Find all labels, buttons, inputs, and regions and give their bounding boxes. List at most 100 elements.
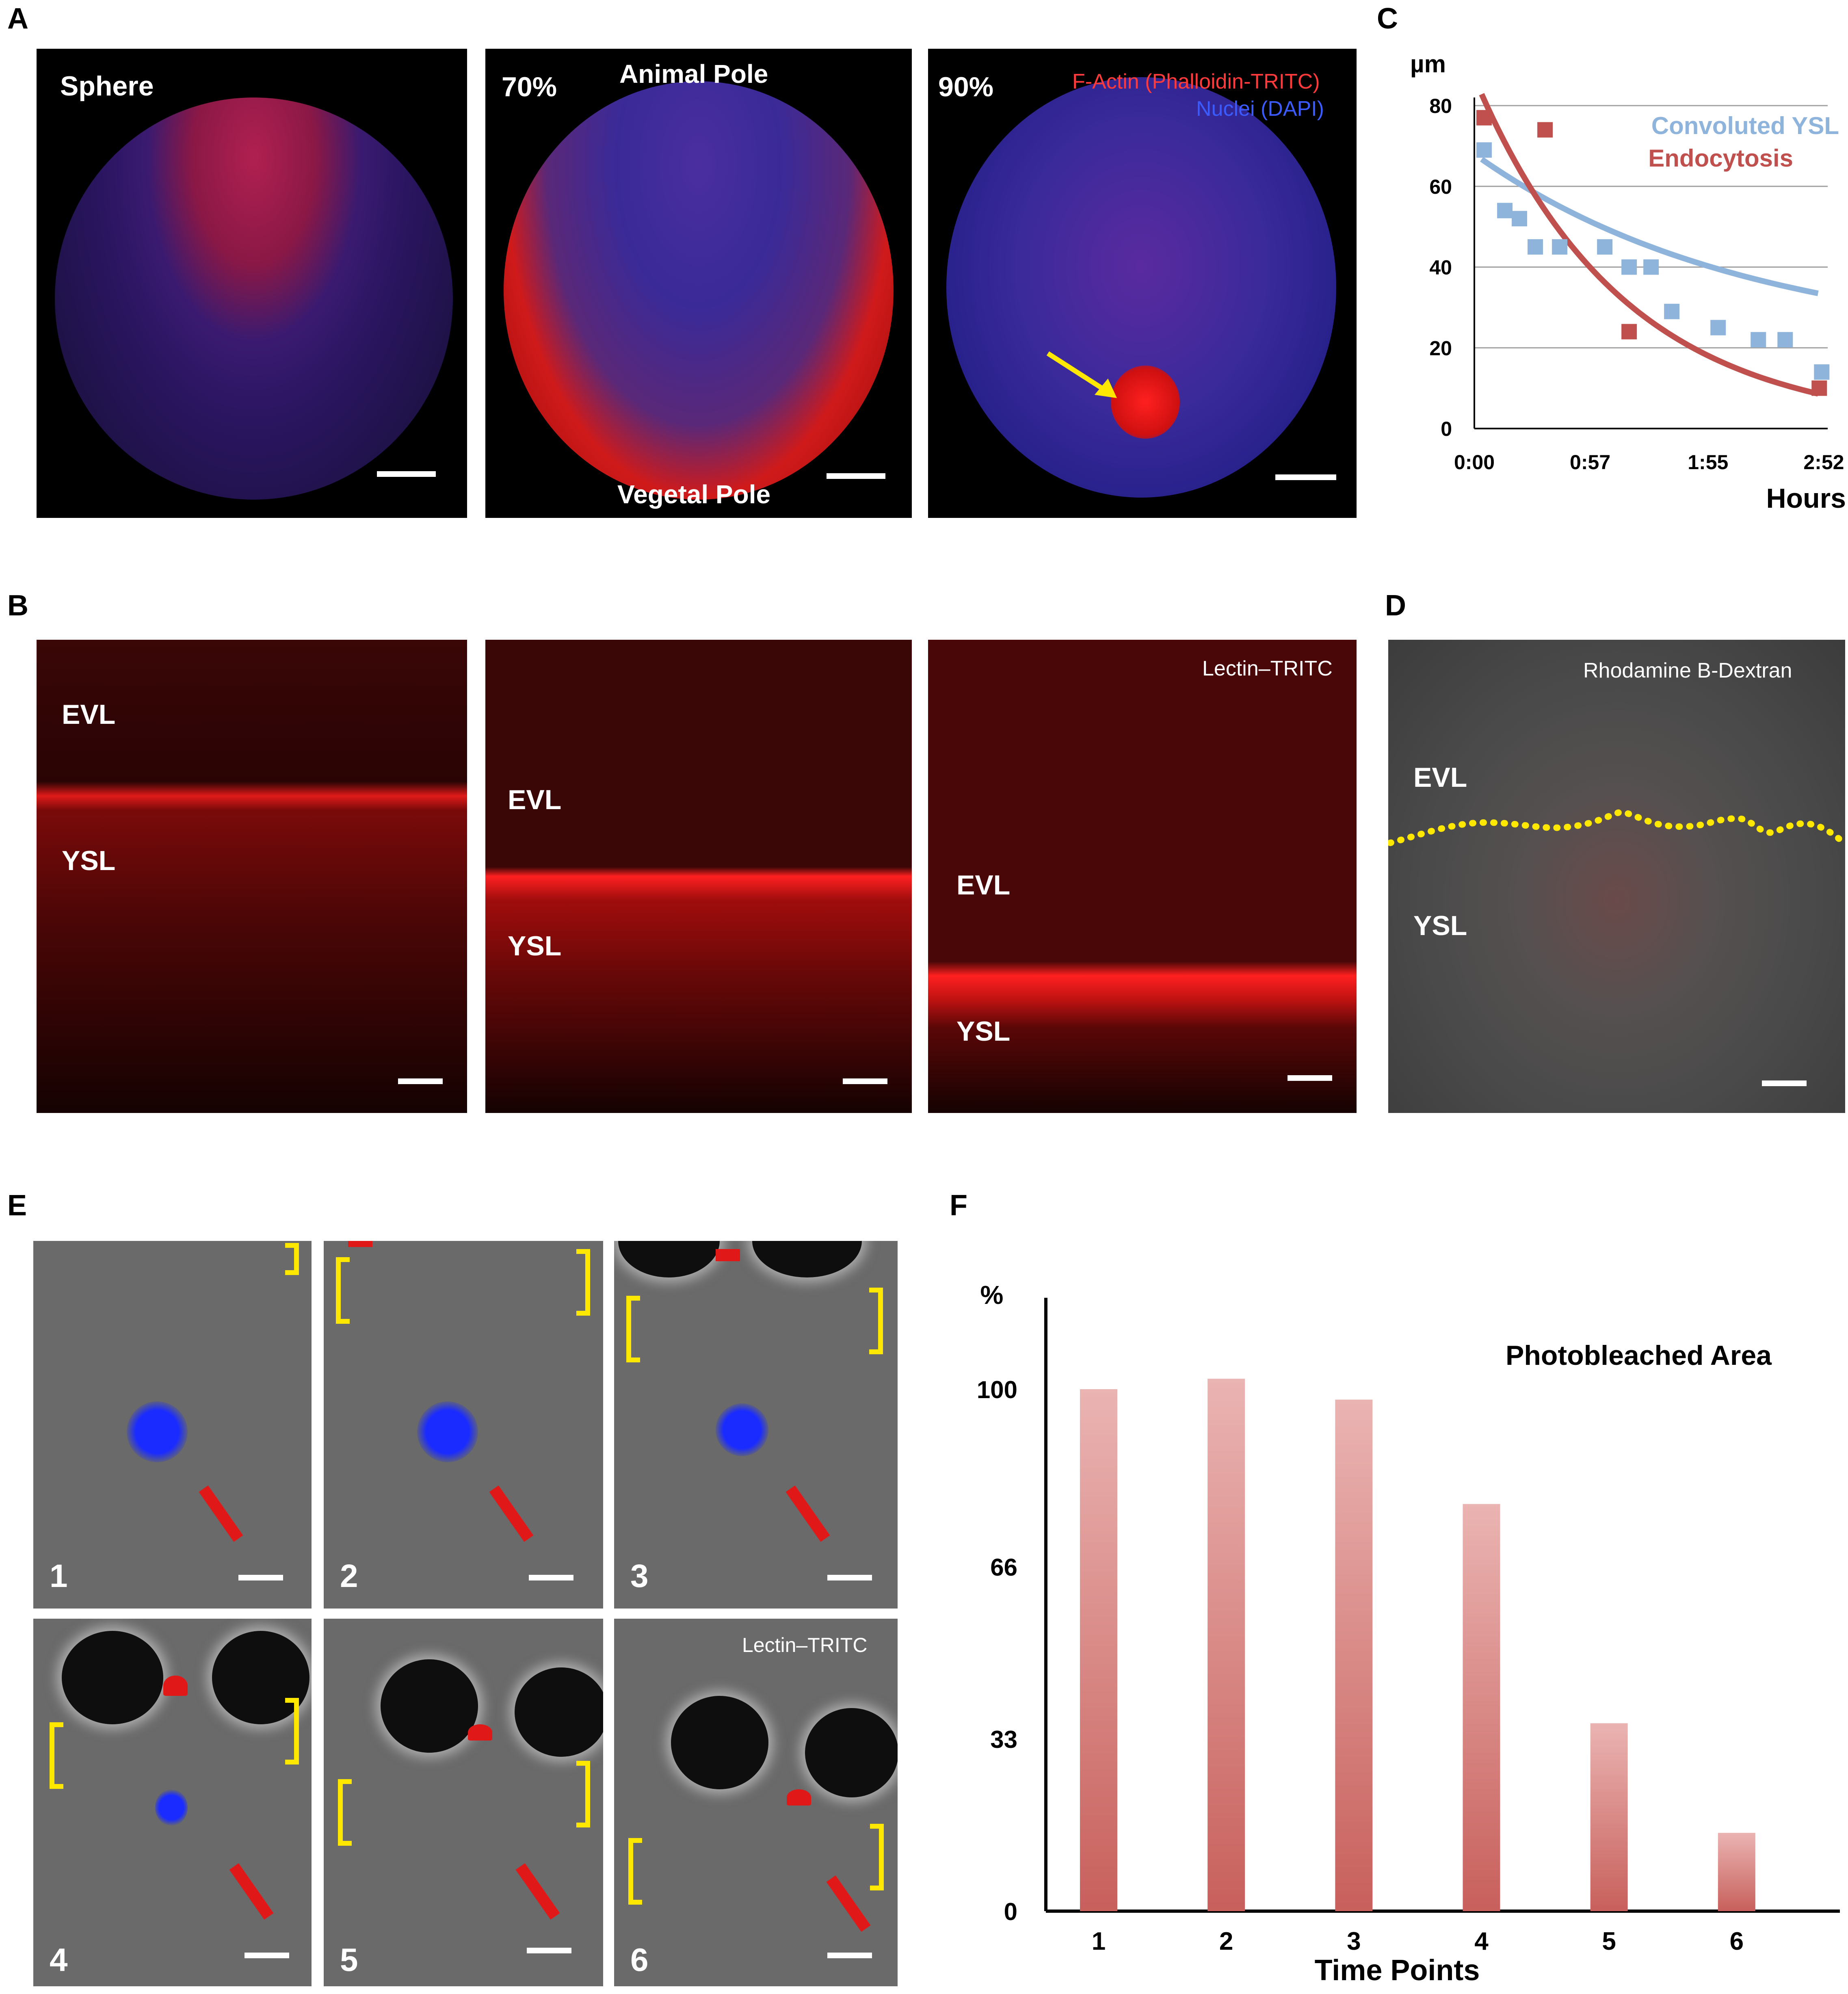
micrograph-b1: EVL YSL [37,640,467,1113]
evl-cell [381,1659,478,1753]
yellow-bracket [626,1296,640,1362]
scale-bar [238,1575,283,1580]
endocytosis-trendline [1479,93,1819,397]
x-tick-label: 0:57 [1570,451,1610,474]
scale-bar [843,1078,887,1084]
label-ysl: YSL [956,1016,1011,1047]
timelapse-frame-2: 2 [324,1241,603,1609]
endocytosis-point [1811,380,1827,396]
cell-junction [348,1241,372,1247]
cell-junction [787,1789,811,1806]
photobleached-spot [127,1401,188,1462]
blastopore-closure [1111,366,1180,439]
embryo [55,97,453,500]
y-tick-label: 0 [1441,418,1452,440]
panel-letter-f: F [950,1189,967,1222]
micrograph-b2: EVL YSL [485,640,912,1113]
embryo [504,81,894,500]
x-tick-label: 3 [1347,1927,1361,1955]
yellow-bracket [338,1779,352,1846]
micrograph-sphere-stage: Sphere [37,49,467,518]
cell-junction [163,1676,188,1696]
legend-endocytosis: Endocytosis [1648,145,1793,172]
y-axis-label: µm [1410,50,1446,78]
convoluted-ysl-point [1621,259,1637,275]
frame-number: 4 [50,1942,68,1978]
convoluted-ysl-point [1643,259,1659,275]
y-tick-label: 20 [1429,337,1452,359]
cell-junction [468,1724,492,1741]
y-tick-label: 33 [990,1726,1017,1753]
label-90-percent: 90% [938,71,994,102]
timelapse-frame-6: Lectin–TRITC 6 [614,1619,898,1986]
legend-convoluted-ysl: Convoluted YSL [1651,112,1839,139]
convoluted-ysl-point [1814,364,1830,380]
cell-junction [716,1249,740,1261]
convoluted-ysl-point [1512,211,1528,227]
frame-number: 3 [630,1558,649,1594]
y-tick-label: 66 [990,1554,1017,1581]
chart-c-ysl-endocytosis: 0 20 40 60 80 0:00 0:57 1:55 2:52 µm Hours Convolut… [1410,50,1846,514]
scale-bar [1762,1080,1807,1086]
x-tick-label: 2:52 [1803,451,1844,474]
scale-bar [827,1953,872,1958]
scale-bar [529,1575,573,1580]
evl-cell [752,1241,862,1277]
micrograph-b3: Lectin–TRITC EVL YSL [928,640,1357,1113]
x-tick-label: 2 [1219,1927,1233,1955]
bar [1335,1399,1373,1911]
scale-bar [1275,474,1336,480]
evl-cell [618,1241,720,1277]
panel-letter-b: B [7,589,28,622]
frame-number: 2 [340,1558,358,1594]
legend-f-actin: F-Actin (Phalloidin-TRITC) [1072,70,1320,93]
red-arrow-icon [786,1485,830,1542]
bar [1718,1833,1755,1911]
scale-bar [245,1953,289,1958]
bar [1463,1504,1500,1911]
label-vegetal-pole: Vegetal Pole [617,480,771,509]
bar [1080,1389,1117,1911]
label-ysl: YSL [62,845,116,876]
frame-number: 5 [340,1942,358,1978]
red-arrow-icon [489,1485,534,1542]
convoluted-ysl-point [1597,239,1613,255]
convoluted-ysl-point [1777,332,1793,348]
convoluted-ysl-point [1497,203,1513,219]
label-evl: EVL [1413,762,1467,793]
evl-cell [212,1631,309,1724]
x-tick-label: 4 [1474,1927,1489,1955]
yellow-bracket [628,1838,642,1905]
micrograph-d-rhodamine: Rhodamine B-Dextran EVL YSL [1388,640,1845,1113]
scale-bar [1288,1075,1332,1081]
legend-nuclei: Nuclei (DAPI) [1196,97,1324,121]
timelapse-frame-1: 1 [33,1241,312,1609]
label-sphere: Sphere [60,71,154,102]
x-axis-label: Hours [1766,483,1846,514]
yellow-bracket [869,1288,883,1354]
x-tick-label: 6 [1730,1927,1744,1955]
y-tick-label: 60 [1429,175,1452,198]
yellow-bracket [285,1243,299,1275]
red-arrow-icon [515,1863,560,1920]
red-arrow-icon [199,1485,243,1542]
bar [1590,1723,1628,1911]
yellow-bracket [870,1824,884,1890]
endocytosis-point [1537,122,1553,138]
endocytosis-point [1621,324,1637,340]
x-tick-label: 0:00 [1454,451,1495,474]
panel-letter-c: C [1377,2,1398,35]
scale-bar [398,1078,443,1084]
label-ysl: YSL [1413,910,1467,941]
frame-number: 1 [50,1558,68,1594]
scale-bar [827,473,885,479]
micrograph-90-percent: 90% F-Actin (Phalloidin-TRITC) Nuclei (D… [928,49,1357,518]
convoluted-ysl-point [1710,320,1726,336]
convoluted-ysl-point [1664,303,1680,319]
convoluted-ysl-point [1528,239,1543,255]
bar [1207,1379,1245,1911]
panel-letter-d: D [1385,589,1406,622]
timelapse-frame-3: 3 [614,1241,898,1609]
scale-bar [827,1575,872,1580]
panel-letter-a: A [7,2,28,35]
